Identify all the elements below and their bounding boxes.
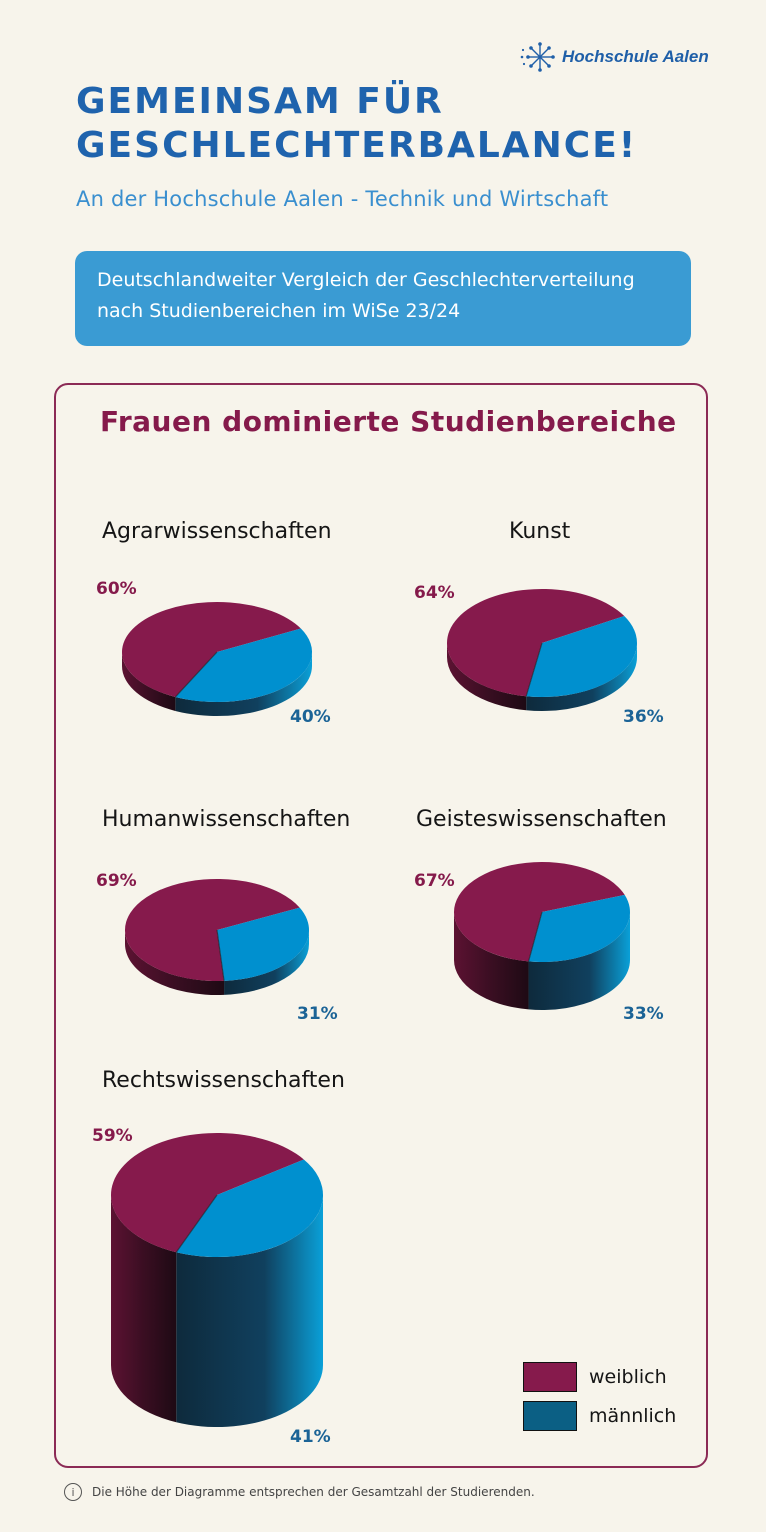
pie-side-maennlich [528, 912, 630, 1011]
footnote-text: Die Höhe der Diagramme entsprechen der G… [92, 1485, 535, 1499]
star-logo-icon [520, 42, 555, 72]
pie-slice-maennlich [528, 894, 630, 962]
pct-label-weiblich: 67% [414, 871, 455, 891]
legend-swatch-maennlich [523, 1401, 577, 1431]
legend-label-weiblich: weiblich [589, 1366, 667, 1388]
pie-side-weiblich [454, 912, 529, 1010]
legend-item-weiblich: weiblich [523, 1362, 667, 1392]
pct-label-weiblich: 69% [96, 871, 137, 891]
pie-side-maennlich [175, 652, 312, 716]
chart-card [54, 383, 708, 1468]
hochschule-logo: Hochschule Aalen [520, 42, 709, 72]
pie-slice-weiblich [454, 861, 625, 962]
footnote: i Die Höhe der Diagramme entsprechen der… [64, 1483, 535, 1501]
chart-title-recht: Rechtswissenschaften [102, 1068, 345, 1093]
pie-side-weiblich [122, 652, 176, 711]
pct-label-weiblich: 60% [96, 579, 137, 599]
page-subtitle: An der Hochschule Aalen - Technik und Wi… [76, 187, 609, 211]
pie-side-weiblich [125, 930, 225, 995]
pct-label-maennlich: 40% [290, 707, 331, 727]
pie-side-weiblich [111, 1195, 177, 1423]
chart-title-human: Humanwissenschaften [102, 807, 351, 832]
pie-side-weiblich [446, 643, 527, 711]
pie-divider [525, 642, 543, 697]
chart-title-kunst: Kunst [509, 519, 571, 544]
pie-divider [216, 929, 225, 981]
pct-label-maennlich: 41% [290, 1427, 331, 1447]
pct-label-maennlich: 33% [623, 1004, 664, 1024]
pct-label-maennlich: 31% [297, 1004, 338, 1024]
pie-slice-maennlich [176, 1159, 323, 1257]
pie-side-maennlich [176, 1195, 323, 1427]
section-title: Frauen dominierte Studienbereiche [100, 405, 677, 438]
pie-slice-weiblich [110, 1132, 304, 1253]
pct-label-weiblich: 59% [92, 1126, 133, 1146]
chart-title-agrar: Agrarwissenschaften [102, 519, 332, 544]
pie-side-maennlich [526, 643, 637, 711]
pie-divider [527, 911, 543, 962]
pie-side-maennlich [224, 930, 309, 995]
pct-label-maennlich: 36% [623, 707, 664, 727]
pie-slice-weiblich [125, 879, 300, 981]
pie-slice-maennlich [526, 616, 637, 697]
pie-divider [175, 1194, 218, 1253]
legend-swatch-weiblich [523, 1362, 577, 1392]
pie-divider [174, 651, 218, 698]
pie-slice-weiblich [121, 602, 301, 697]
logo-text: Hochschule Aalen [562, 47, 709, 66]
legend-item-maennlich: männlich [523, 1401, 676, 1431]
legend-label-maennlich: männlich [589, 1405, 677, 1427]
pie-slice-weiblich [446, 589, 625, 697]
info-banner: Deutschlandweiter Vergleich der Geschlec… [75, 251, 691, 346]
pie-slice-maennlich [175, 628, 312, 702]
info-icon: i [64, 1483, 82, 1501]
banner-text: Deutschlandweiter Vergleich der Geschlec… [97, 269, 635, 322]
page-title: GEMEINSAM FÜR GESCHLECHTERBALANCE! [76, 81, 638, 166]
chart-title-geistes: Geisteswissenschaften [416, 807, 667, 832]
pie-slice-maennlich [217, 907, 310, 981]
pct-label-weiblich: 64% [414, 583, 455, 603]
